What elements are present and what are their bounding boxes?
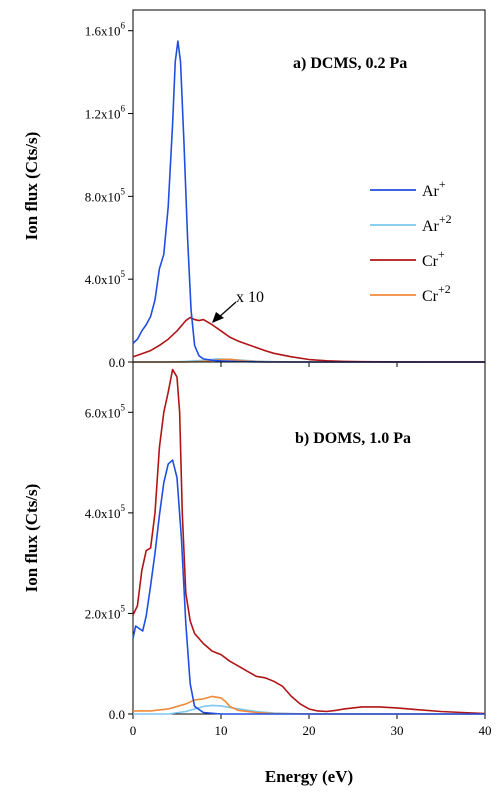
panel-a-series [132,40,485,363]
legend-entry: Ar+ [422,177,446,200]
panel-b-y-axis-title: Ion flux (Cts/s) [22,484,41,593]
series-line-crplus [132,316,485,363]
series-line-arplus [132,40,485,363]
y-tick-label: 8.0x105 [85,186,126,204]
legend-entry: Cr+ [422,247,445,270]
panel-a-y-axis-title: Ion flux (Cts/s) [22,132,41,241]
x-tick-label: 40 [479,723,492,738]
panel-b-title: b) DOMS, 1.0 Pa [295,430,411,447]
y-tick-label: 1.2x106 [85,104,126,122]
y-tick-label: 4.0x105 [85,269,126,287]
annotation-arrow-shaft [217,301,237,319]
panel-b-x-ticks: 0 10 20 30 40 [130,714,492,738]
y-tick-label: 6.0x105 [85,402,126,420]
x-tick-label: 10 [215,723,228,738]
legend-entry: Cr+2 [422,282,451,305]
annotation-arrowhead [212,312,224,323]
x-axis-title: Energy (eV) [265,767,353,786]
y-tick-label: 0.0 [109,707,125,722]
annotation-x10: x 10 [212,289,264,323]
legend-entry: Ar+2 [422,212,452,235]
x-tick-label: 20 [303,723,316,738]
y-tick-label: 1.6x106 [85,21,126,39]
panel-b-y-ticks: 0.0 2.0x105 4.0x105 6.0x105 [85,402,133,722]
y-tick-label: 4.0x105 [85,503,126,521]
panel-a-title: a) DCMS, 0.2 Pa [293,55,407,72]
series-line-arplus [132,459,485,715]
y-tick-label: 2.0x105 [85,603,126,621]
panel-a: 0.0 4.0x105 8.0x105 1.2x106 1.6x106 a) DCMS,… [22,9,486,370]
series-line-crplus2 [133,695,485,715]
annotation-text: x 10 [236,289,264,306]
panel-a-y-ticks: 0.0 4.0x105 8.0x105 1.2x106 1.6x106 [85,21,133,370]
y-tick-label: 0.0 [109,355,125,370]
legend: Ar+ Ar+2 Cr+ Cr+2 [370,177,452,305]
x-tick-label: 0 [130,723,137,738]
panel-b: 0.0 2.0x105 4.0x105 6.0x105 0 10 20 30 40 b) DO… [22,361,492,786]
x-tick-label: 30 [391,723,404,738]
panel-b-frame [132,361,486,715]
panel-b-series [132,368,486,715]
series-line-crplus [132,368,486,715]
